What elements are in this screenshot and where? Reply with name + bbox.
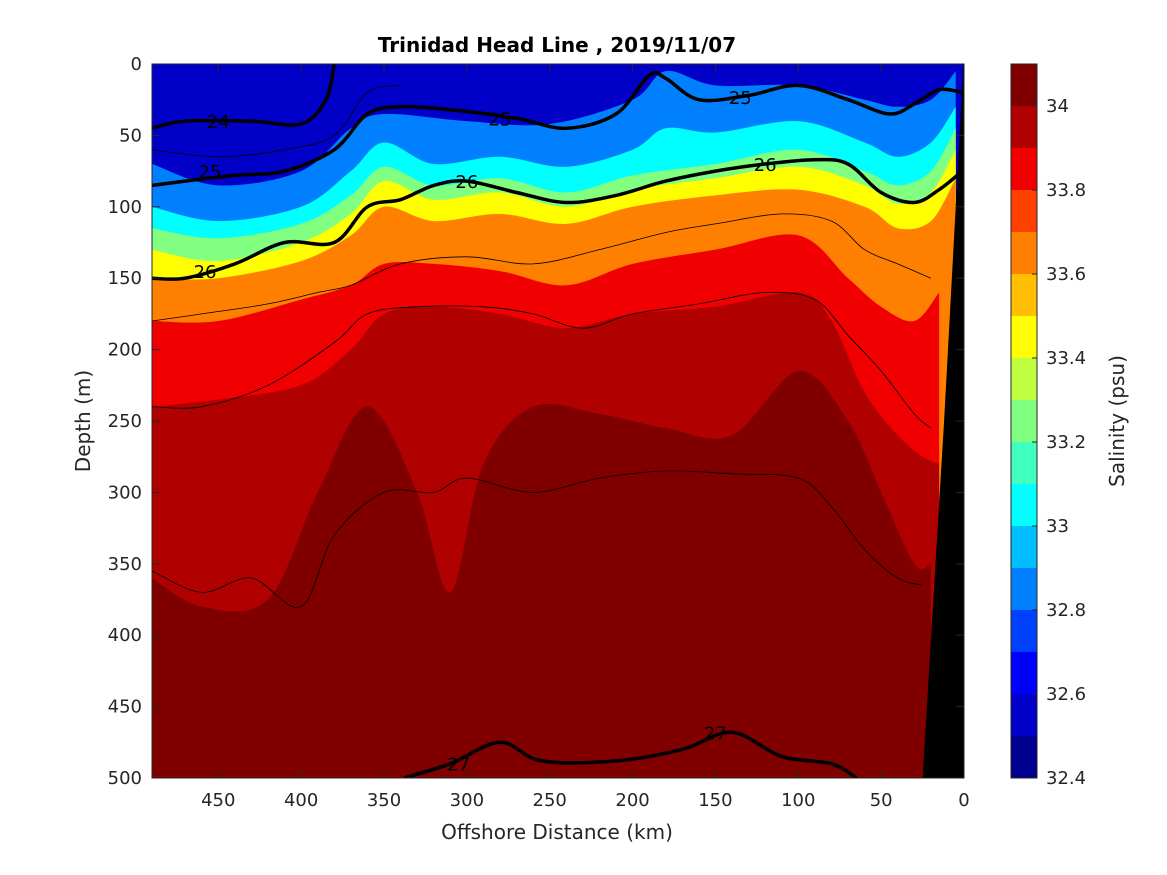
colorbar-tick-label-32.8: 32.8 bbox=[1046, 600, 1086, 621]
density-contour-25 bbox=[152, 70, 963, 188]
colorbar-swatch-6 bbox=[1011, 484, 1037, 526]
x-tick-label-400: 400 bbox=[284, 790, 318, 811]
y-tick-label-350: 350 bbox=[108, 554, 142, 575]
colorbar-tick-label-33.6: 33.6 bbox=[1046, 264, 1086, 285]
colorbar-swatch-13 bbox=[1011, 190, 1037, 232]
colorbar-swatch-2 bbox=[1011, 652, 1037, 694]
colorbar-label: Salinity (psu) bbox=[1105, 355, 1129, 487]
x-tick-label-450: 450 bbox=[201, 790, 235, 811]
axes: 450 400 350 300 250 200 150 100 50 00501001502002… bbox=[108, 54, 970, 811]
y-tick-label-450: 450 bbox=[108, 697, 142, 718]
colorbar-swatch-7 bbox=[1011, 442, 1037, 484]
contour-layer: 24 25 25 25 26 26 26 27 27 bbox=[152, 64, 964, 778]
bathymetry-shelf bbox=[922, 64, 964, 778]
contour-label-25-1: 25 bbox=[199, 162, 222, 183]
y-tick-label-100: 100 bbox=[108, 197, 142, 218]
colorbar-swatch-5 bbox=[1011, 526, 1037, 568]
contour-label-27-7: 27 bbox=[447, 755, 470, 776]
colorbar-tick-label-33.8: 33.8 bbox=[1046, 180, 1086, 201]
y-tick-label-400: 400 bbox=[108, 625, 142, 646]
y-tick-label-250: 250 bbox=[108, 411, 142, 432]
colorbar: 32.4 32.6 32.8 33 33.2 33.4 33.6 33.8 34 bbox=[1010, 63, 1086, 789]
colorbar-frame bbox=[1010, 63, 1038, 779]
colorbar-tick-label-33.2: 33.2 bbox=[1046, 432, 1086, 453]
density-contour-24 bbox=[152, 64, 337, 131]
contour-label-26-4: 26 bbox=[194, 262, 217, 283]
x-tick-label-150: 150 bbox=[698, 790, 732, 811]
y-axis-label: Depth (m) bbox=[71, 370, 95, 472]
thin-contour-3 bbox=[152, 470, 923, 608]
contour-label-27-8: 27 bbox=[704, 723, 727, 744]
contour-label-24-0: 24 bbox=[207, 112, 230, 133]
density-contour-26 bbox=[152, 157, 964, 282]
density-contour-27 bbox=[403, 730, 858, 778]
x-tick-label-100: 100 bbox=[781, 790, 815, 811]
colorbar-swatch-3 bbox=[1011, 610, 1037, 652]
thin-contour-0 bbox=[152, 85, 401, 158]
colorbar-tick-label-34: 34 bbox=[1046, 96, 1069, 117]
colorbar-swatch-15 bbox=[1011, 106, 1037, 148]
x-tick-label-50: 50 bbox=[870, 790, 893, 811]
colorbar-swatch-4 bbox=[1011, 568, 1037, 610]
colorbar-swatch-10 bbox=[1011, 316, 1037, 358]
filled-contours bbox=[152, 64, 964, 778]
contour-label-26-5: 26 bbox=[455, 172, 478, 193]
contour-lines: 24 25 25 25 26 26 26 27 27 bbox=[152, 64, 964, 778]
colorbar-swatch-11 bbox=[1011, 274, 1037, 316]
colorbar-tick-label-33: 33 bbox=[1046, 516, 1069, 537]
colorbar-tick-label-32.6: 32.6 bbox=[1046, 684, 1086, 705]
y-tick-label-500: 500 bbox=[108, 768, 142, 789]
x-tick-label-200: 200 bbox=[615, 790, 649, 811]
x-axis-label: Offshore Distance (km) bbox=[441, 820, 673, 844]
salinity-band-9 bbox=[152, 635, 923, 778]
x-tick-label-0: 0 bbox=[958, 790, 969, 811]
colorbar-tick-label-33.4: 33.4 bbox=[1046, 348, 1086, 369]
colorbar-swatch-9 bbox=[1011, 358, 1037, 400]
thin-contour-2 bbox=[152, 291, 932, 429]
y-tick-label-50: 50 bbox=[119, 125, 142, 146]
colorbar-swatch-12 bbox=[1011, 232, 1037, 274]
x-tick-label-250: 250 bbox=[533, 790, 567, 811]
x-tick-label-350: 350 bbox=[367, 790, 401, 811]
y-tick-label-150: 150 bbox=[108, 268, 142, 289]
colorbar-swatch-0 bbox=[1011, 736, 1037, 778]
colorbar-tick-label-32.4: 32.4 bbox=[1046, 768, 1086, 789]
colorbar-swatch-16 bbox=[1011, 64, 1037, 106]
x-tick-label-300: 300 bbox=[450, 790, 484, 811]
y-tick-label-300: 300 bbox=[108, 482, 142, 503]
y-tick-label-200: 200 bbox=[108, 340, 142, 361]
thin-contour-1 bbox=[152, 213, 932, 322]
plot-area bbox=[152, 64, 964, 778]
contour-label-25-3: 25 bbox=[729, 88, 752, 109]
colorbar-swatch-1 bbox=[1011, 694, 1037, 736]
y-tick-label-0: 0 bbox=[131, 54, 142, 75]
colorbar-swatch-14 bbox=[1011, 148, 1037, 190]
colorbar-swatch-8 bbox=[1011, 400, 1037, 442]
contour-label-25-2: 25 bbox=[489, 109, 512, 130]
contour-label-26-6: 26 bbox=[754, 155, 777, 176]
chart-title: Trinidad Head Line , 2019/11/07 bbox=[378, 33, 736, 57]
